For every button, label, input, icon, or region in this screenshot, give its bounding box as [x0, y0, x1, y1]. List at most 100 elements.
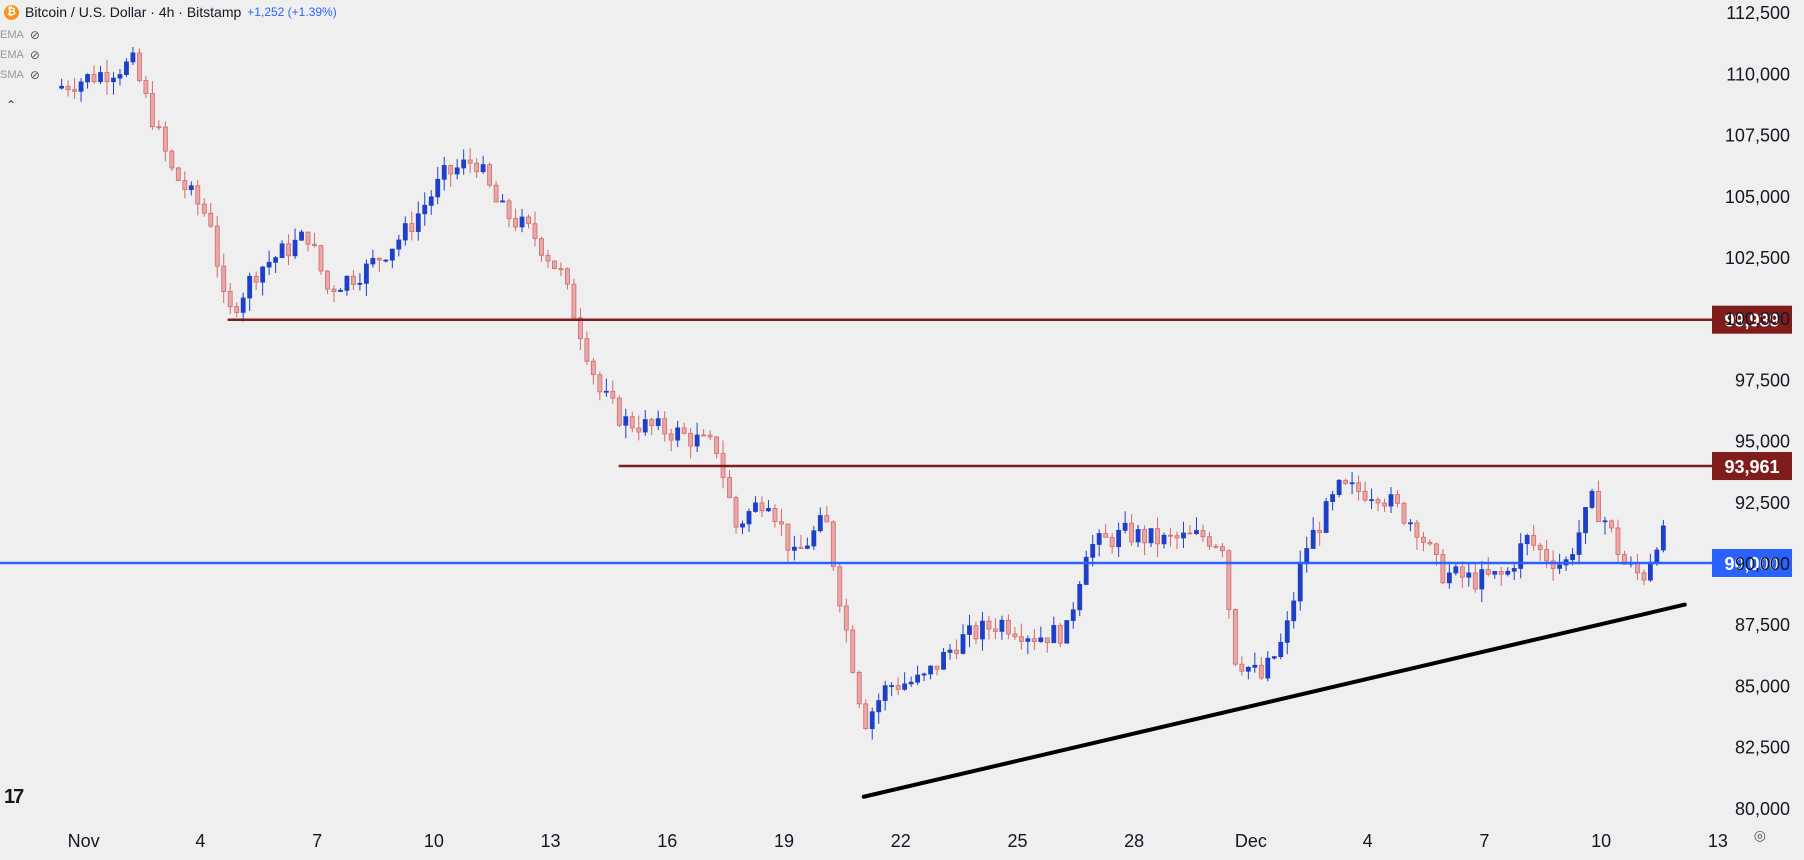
candle-body [675, 427, 681, 441]
candle-body [240, 297, 246, 313]
x-tick-label: 7 [312, 831, 322, 851]
candle-body [902, 683, 908, 690]
candle-body [1219, 546, 1225, 552]
candle-body [629, 416, 635, 429]
candle-body [247, 275, 253, 299]
candle-body [1070, 609, 1076, 621]
symbol-legend[interactable]: ₿ Bitcoin / U.S. Dollar · 4h · Bitstamp … [4, 2, 337, 22]
y-tick-label: 95,000 [1735, 432, 1790, 452]
candle-body [1077, 584, 1083, 611]
candle-body [253, 275, 259, 283]
indicator-ema-1[interactable]: EMA ⊘ [0, 26, 40, 44]
candle-body [1038, 637, 1044, 643]
candle-body [357, 282, 363, 285]
candle-body [1005, 619, 1011, 635]
candle-body [1213, 545, 1219, 548]
candle-body [1583, 507, 1588, 534]
candle-body [1187, 532, 1193, 535]
candle-body [1531, 535, 1537, 546]
candle-body [1181, 532, 1186, 539]
candle-body [467, 159, 473, 164]
candle-body [1641, 572, 1647, 581]
candle-body [227, 291, 233, 308]
candle-body [804, 545, 810, 549]
x-tick-label: 7 [1479, 831, 1489, 851]
candle-body [175, 167, 181, 181]
price-change: +1,252 (+1.39%) [247, 5, 337, 19]
candle-body [1615, 527, 1621, 555]
candle-body [1375, 499, 1381, 504]
candle-body [1051, 625, 1057, 644]
candle-body [1349, 482, 1355, 485]
candle-body [448, 165, 454, 175]
eye-off-icon[interactable]: ⊘ [29, 28, 40, 42]
candle-body [1135, 529, 1141, 543]
candle-body [1122, 522, 1128, 531]
support-trendline[interactable] [861, 602, 1687, 799]
eye-off-icon[interactable]: ⊘ [29, 68, 40, 82]
indicator-sma[interactable]: SMA ⊘ [0, 66, 40, 84]
candle-body [1142, 529, 1147, 544]
candle-body [1511, 568, 1517, 572]
candle-body [428, 196, 434, 206]
candle-body [539, 238, 544, 256]
candle-body [1239, 663, 1245, 672]
candle-body [960, 634, 966, 654]
candle-body [727, 477, 732, 499]
candle-body [78, 81, 84, 92]
eye-off-icon[interactable]: ⊘ [29, 48, 40, 62]
candle-body [130, 52, 136, 63]
indicator-label: SMA [0, 69, 24, 81]
candle-body [1025, 638, 1031, 642]
candle-body [571, 283, 577, 319]
candle-body [766, 508, 771, 512]
candle-body [1544, 549, 1550, 562]
candle-body [694, 434, 700, 447]
candle-body [1654, 549, 1660, 563]
candle-body [707, 434, 713, 438]
candle-body [1446, 572, 1452, 584]
candle-body [519, 216, 525, 228]
candle-body [876, 700, 882, 713]
candle-body [986, 620, 992, 630]
time-axis[interactable]: Nov 4 7 10 13 16 19 22 25 28 Dec 4 7 10 13 [68, 831, 1728, 851]
candle-body [1362, 491, 1368, 501]
price-level-badge [1712, 548, 1792, 577]
candle-body [558, 268, 564, 270]
candle-body [1148, 528, 1154, 544]
chevron-up-icon[interactable]: ⌃ [6, 98, 17, 112]
candle-body [409, 223, 415, 232]
x-tick-label: 10 [424, 831, 444, 851]
candle-body [65, 85, 71, 91]
candle-body [98, 72, 103, 83]
candle-body [895, 685, 901, 690]
candle-body [1207, 536, 1212, 547]
candle-body [1479, 569, 1485, 590]
candle-body [1576, 532, 1582, 555]
candle-body [188, 185, 194, 190]
candle-body [817, 515, 823, 532]
price-level-badge [1712, 452, 1792, 481]
price-level-label: 99,939 [1724, 311, 1779, 331]
candle-body [1505, 570, 1511, 575]
candle-body [830, 521, 836, 568]
candle-body [1096, 533, 1102, 545]
y-tick-label: 90,000 [1735, 554, 1790, 574]
candle-body [869, 711, 875, 729]
candle-body [1044, 637, 1050, 644]
candle-body [201, 203, 207, 214]
candle-body [1310, 529, 1316, 549]
price-axis[interactable]: 112,500 110,000 107,500 105,000 102,500 100,0… [1725, 3, 1790, 819]
candle-body [1265, 657, 1271, 679]
candle-body [532, 223, 538, 240]
indicator-ema-2[interactable]: EMA ⊘ [0, 46, 40, 64]
candle-body [1408, 522, 1413, 525]
candle-body [1421, 536, 1426, 543]
candle-body [435, 178, 441, 198]
candle-body [623, 416, 629, 426]
candle-body [1647, 561, 1653, 581]
candle-body [1291, 600, 1297, 622]
gear-icon[interactable]: ◎ [1753, 827, 1766, 843]
candle-body [59, 85, 65, 89]
